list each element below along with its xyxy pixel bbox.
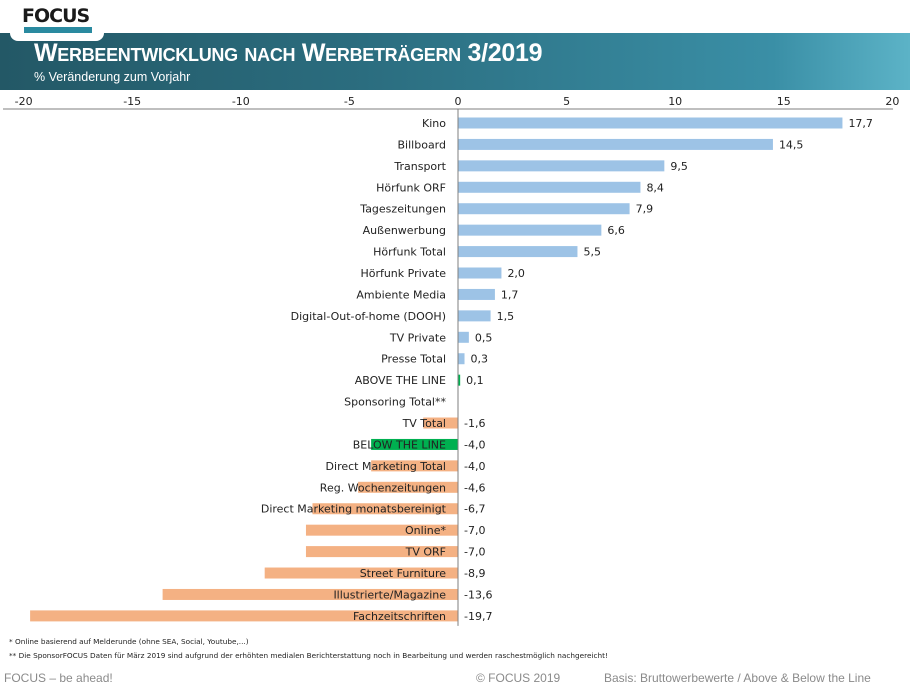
x-tick-label: 15 [777,95,791,108]
value-label: 2,0 [507,267,525,280]
header-banner [0,33,910,90]
category-label: Reg. Wochenzeitungen [320,481,446,494]
x-tick-label: 0 [455,95,462,108]
category-label: Billboard [398,138,446,151]
value-label: 1,5 [497,310,514,323]
x-tick-label: -20 [15,95,33,108]
category-label: Direct Marketing monatsbereinigt [261,503,447,516]
category-label: Kino [422,117,446,130]
bar [458,224,602,236]
x-tick-label: 10 [668,95,682,108]
category-label: Tageszeitungen [359,203,446,216]
logo-background [10,0,104,41]
x-tick-label: 5 [563,95,570,108]
bar [458,203,630,215]
value-label: 9,5 [670,160,688,173]
category-label: Illustrierte/Magazine [333,588,446,601]
category-label: Digital-Out-of-home (DOOH) [291,310,446,323]
category-label: BELOW THE LINE [353,438,446,451]
category-label: Street Furniture [360,567,447,580]
bar [358,481,458,493]
value-label: 7,9 [636,203,654,216]
focus-logo: FOCUS [22,5,90,27]
category-label: Sponsoring Total** [344,396,446,409]
value-label: 8,4 [646,181,664,194]
value-label: 14,5 [779,138,804,151]
bar [458,246,578,258]
category-label: Außenwerbung [363,224,446,237]
logo-underline [24,27,92,33]
bar [30,610,459,622]
bar [162,588,458,600]
category-label: TV Private [389,331,446,344]
category-label: Hörfunk ORF [376,181,446,194]
bar [458,374,461,386]
bar [458,353,465,365]
value-label: -4,6 [464,481,485,494]
chart-subtitle: % Veränderung zum Vorjahr [34,70,191,84]
category-label: Hörfunk Private [360,267,446,280]
bar [264,567,458,579]
bar [312,503,458,515]
x-tick-label: -5 [344,95,355,108]
category-label: Hörfunk Total [373,246,446,259]
value-label: -4,0 [464,438,485,451]
x-tick-label: -10 [232,95,250,108]
category-label: Presse Total [381,353,446,366]
bar [458,267,502,279]
category-label: Online* [405,524,446,537]
bar [458,331,469,343]
x-tick-label: 20 [885,95,899,108]
bar [423,417,458,429]
footer-tagline: FOCUS – be ahead! [4,671,113,685]
value-label: -8,9 [464,567,485,580]
value-label: 0,1 [466,374,484,387]
value-label: 1,7 [501,288,519,301]
category-label: Fachzeitschriften [353,610,446,623]
x-tick-label: -15 [123,95,141,108]
bar [305,546,458,558]
bar [458,160,665,172]
footer-basis: Basis: Bruttowerbewerte / Above & Below … [604,671,871,685]
bar [458,138,773,150]
value-label: 5,5 [583,246,601,259]
category-label: Ambiente Media [356,288,446,301]
value-label: -7,0 [464,546,485,559]
value-label: -1,6 [464,417,485,430]
x-axis-ticks: -20 -15 -10 -5 0 5 10 15 20 [15,95,900,108]
value-label: -7,0 [464,524,485,537]
category-label: Transport [393,160,446,173]
category-label: ABOVE THE LINE [355,374,446,387]
bars [30,117,843,622]
bar [458,181,641,193]
bar [305,524,458,536]
value-label: 6,6 [607,224,625,237]
value-label: 0,5 [475,331,493,344]
category-label: TV ORF [405,546,446,559]
value-labels: 17,7 14,5 9,5 8,4 7,9 6,6 5,5 2,0 1,7 1,5 0,5 0,3 0,… [464,117,873,623]
footer-copyright: © FOCUS 2019 [476,671,561,685]
bar-chart: -20 -15 -10 -5 0 5 10 15 20 Kino Billboard Transpo… [3,95,900,626]
footnote-sponsoring: ** Die SponsorFOCUS Daten für März 2019 … [9,651,608,660]
value-label: -4,0 [464,460,485,473]
category-label: TV Total [402,417,446,430]
bar [458,310,491,322]
bar [458,288,495,300]
value-label: 17,7 [848,117,873,130]
category-label: Direct Marketing Total [326,460,446,473]
bar [371,438,458,450]
bar [371,460,458,472]
value-label: -6,7 [464,503,485,516]
category-labels: Kino Billboard Transport Hörfunk ORF Tagesze… [261,117,447,623]
value-label: 0,3 [471,353,489,366]
value-label: -19,7 [464,610,492,623]
bar [458,117,843,129]
footnote-online: * Online basierend auf Melderunde (ohne … [9,637,249,646]
chart-title: Werbeentwicklung nach Werbeträgern 3/201… [34,39,543,67]
value-label: -13,6 [464,588,492,601]
